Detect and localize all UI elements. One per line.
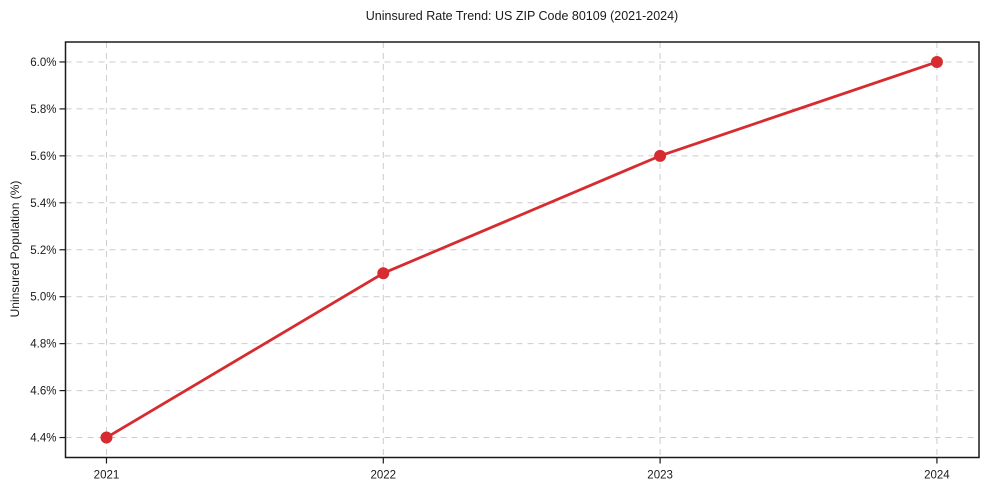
y-tick-label: 5.0% bbox=[30, 292, 56, 304]
y-tick-label: 6.0% bbox=[30, 57, 56, 69]
y-tick-label: 4.6% bbox=[30, 386, 56, 398]
y-tick-label: 4.4% bbox=[30, 433, 56, 445]
y-tick-label: 5.4% bbox=[30, 198, 56, 210]
x-tick-label: 2024 bbox=[924, 470, 950, 482]
x-tick-label: 2021 bbox=[94, 470, 120, 482]
y-tick-label: 5.8% bbox=[30, 104, 56, 116]
x-tick-label: 2022 bbox=[370, 470, 396, 482]
y-tick-label: 5.2% bbox=[30, 245, 56, 257]
trend-line bbox=[105, 60, 939, 439]
x-tick-label: 2023 bbox=[647, 470, 673, 482]
data-point-marker bbox=[100, 431, 113, 444]
chart-title: Uninsured Rate Trend: US ZIP Code 80109 … bbox=[365, 9, 679, 23]
data-point-marker bbox=[654, 149, 667, 162]
data-point-marker bbox=[930, 55, 943, 68]
y-tick-label: 4.8% bbox=[30, 339, 56, 351]
data-point-marker bbox=[377, 267, 390, 280]
y-tick-label: 5.6% bbox=[30, 151, 56, 163]
